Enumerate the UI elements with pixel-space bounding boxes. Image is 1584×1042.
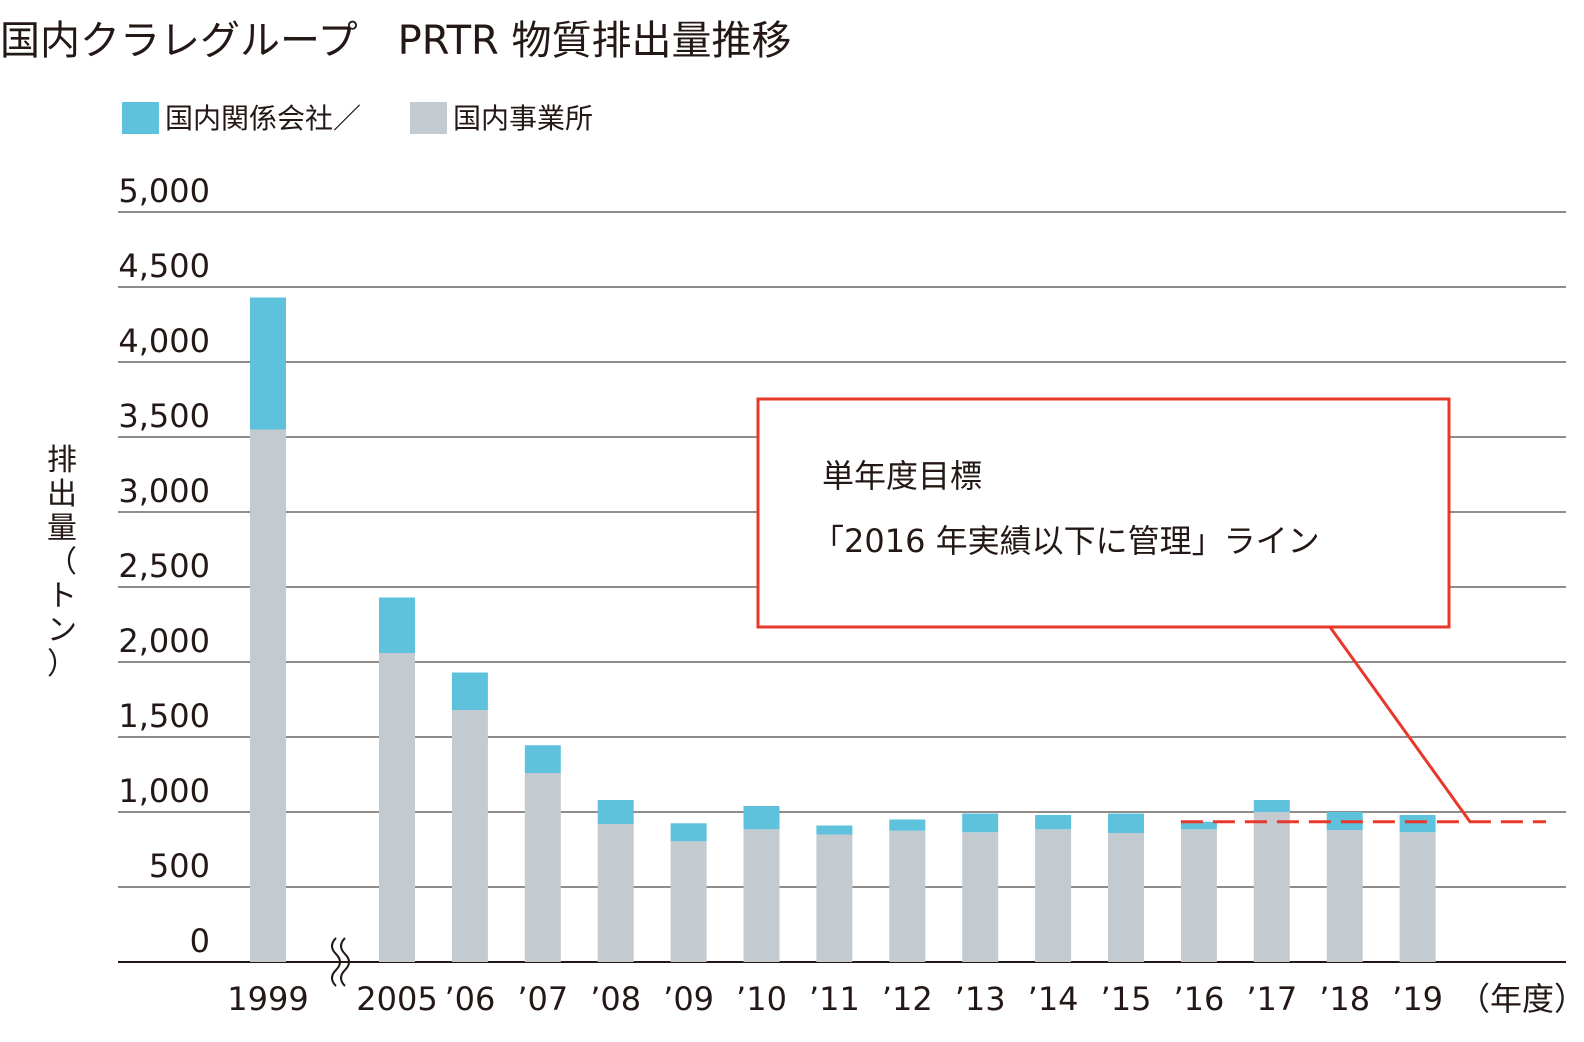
y-tick-label: 3,000 [118,472,210,510]
y-tick-label: 500 [149,847,210,885]
callout-pointer [1328,626,1472,823]
bar-segment [524,773,561,962]
bar-segment [379,653,415,962]
bar-segment [524,745,561,773]
y-tick-label: 4,000 [118,322,210,360]
x-tick-label: 1999 [227,980,308,1018]
bar-segment [670,841,707,962]
bar-segment [1108,813,1144,833]
bar-segment [743,806,780,830]
x-tick-label: ’14 [1028,980,1079,1018]
axis-break-mark-2 [340,937,350,987]
x-tick-label: ’15 [1101,980,1152,1018]
y-tick-label: 1,000 [118,772,210,810]
y-tick-label: 0 [190,922,210,960]
bar-segment [597,800,634,824]
bar-segment [889,830,926,962]
x-tick-label: ’18 [1319,980,1370,1018]
x-tick-label: ’10 [736,980,787,1018]
x-tick-label: ’07 [517,980,568,1018]
x-tick-label: ’08 [590,980,641,1018]
x-tick-label: ’13 [955,980,1006,1018]
y-tick-label: 2,500 [118,547,210,585]
legend-swatch-plants [410,102,447,134]
bar-segment [1035,829,1072,962]
bar-segment [816,825,853,835]
target-label-line2: 「2016 年実績以下に管理」ライン [812,522,1320,560]
target-label-line1: 単年度目標 [822,457,982,495]
bar-segment [597,824,634,962]
x-tick-label: ’11 [809,980,860,1018]
y-tick-label: 3,500 [118,397,210,435]
callout-box [756,397,1451,629]
y-tick-label: 2,000 [118,622,210,660]
bar-segment [816,834,853,962]
bar-segment [962,813,999,833]
bar-segment [451,710,488,962]
x-axis-unit: （年度） [1458,980,1584,1018]
legend-label-plants: 国内事業所 [453,102,593,135]
bar-segment [743,829,780,962]
axis-break [331,937,350,987]
bar-segment [1399,815,1436,833]
legend-swatch-affiliates [122,102,159,134]
bar-segment [1108,833,1144,962]
legend: 国内関係会社／ 国内事業所 [122,102,593,135]
bar-segment [1326,830,1363,962]
y-axis-ticks: 0 500 1,000 1,500 2,000 2,500 3,000 3,500 4,000 4… [118,172,210,960]
bar-segment [1035,815,1072,830]
legend-label-affiliates: 国内関係会社／ [165,102,361,135]
y-tick-label: 1,500 [118,697,210,735]
bar-segment [1180,829,1217,962]
x-tick-label: ’12 [882,980,933,1018]
y-tick-label: 5,000 [118,172,210,210]
bar-segment [250,429,286,962]
bar-segment [962,832,999,962]
bars [250,297,1436,962]
bar-segment [250,297,286,430]
x-tick-label: ’19 [1392,980,1443,1018]
axis-break-mark-1 [331,937,341,987]
bar-segment [889,819,926,831]
x-tick-label: ’06 [444,980,495,1018]
x-tick-label: ’16 [1173,980,1224,1018]
chart-title: 国内クラレグループ PRTR 物質排出量推移 [0,18,792,64]
x-tick-label: 2005 [356,980,437,1018]
x-tick-label: ’09 [663,980,714,1018]
x-axis-ticks: 1999 2005’06 ’07 ’08 ’09 ’10 ’11 ’12 ’13 ’14 ’15 ’1… [227,980,1443,1018]
y-tick-label: 4,500 [118,247,210,285]
target-annotation: 単年度目標 「2016 年実績以下に管理」ライン [756,397,1546,824]
bar-segment [451,672,488,710]
bar-segment [1399,832,1436,962]
y-axis-label: 排出量（トン） [47,443,77,682]
bar-segment [379,597,415,653]
bar-segment [1180,821,1217,830]
bar-segment [1253,812,1290,962]
bar-segment [1253,800,1290,812]
bar-segment [670,823,707,842]
x-tick-label: ’17 [1246,980,1297,1018]
